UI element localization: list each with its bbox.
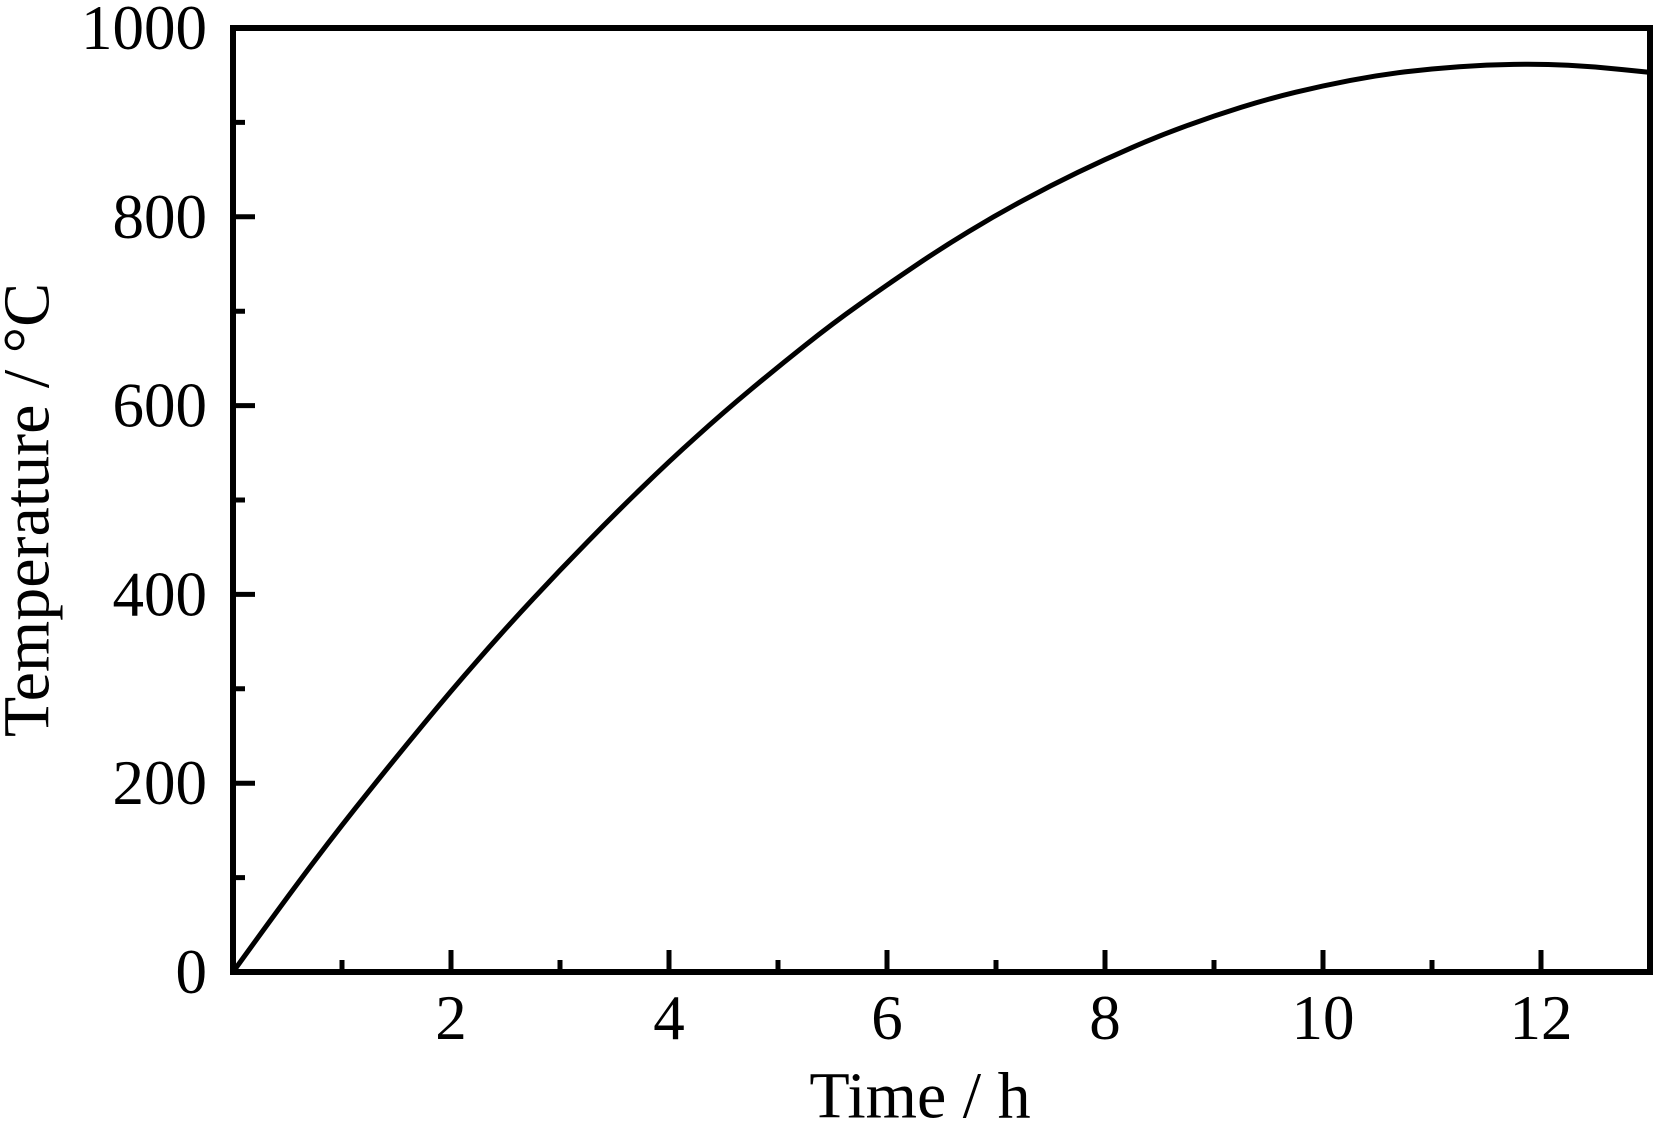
x-tick-label: 6 bbox=[871, 983, 903, 1053]
y-tick-label: 400 bbox=[113, 559, 208, 629]
major-ticks bbox=[233, 25, 1544, 975]
y-tick-label: 800 bbox=[113, 182, 208, 252]
minor-ticks bbox=[233, 119, 1435, 972]
x-tick-label: 4 bbox=[653, 983, 685, 1053]
x-axis-tick-labels: 2 4 6 8 10 12 bbox=[435, 983, 1572, 1053]
y-axis-tick-labels: 0 200 400 600 800 1000 bbox=[81, 0, 207, 1007]
y-tick-label: 1000 bbox=[81, 0, 207, 63]
plot-frame bbox=[230, 25, 1653, 975]
y-axis-title: Temperature / °C bbox=[0, 283, 64, 737]
temperature-curve bbox=[230, 61, 1653, 975]
x-tick-label: 2 bbox=[435, 983, 467, 1053]
x-tick-label: 8 bbox=[1089, 983, 1121, 1053]
x-axis-title: Time / h bbox=[809, 1060, 1030, 1123]
x-tick-label: 10 bbox=[1292, 983, 1355, 1053]
y-tick-label: 200 bbox=[113, 748, 208, 818]
y-tick-label: 0 bbox=[176, 937, 208, 1007]
y-tick-label: 600 bbox=[113, 371, 208, 441]
x-tick-label: 12 bbox=[1510, 983, 1573, 1053]
